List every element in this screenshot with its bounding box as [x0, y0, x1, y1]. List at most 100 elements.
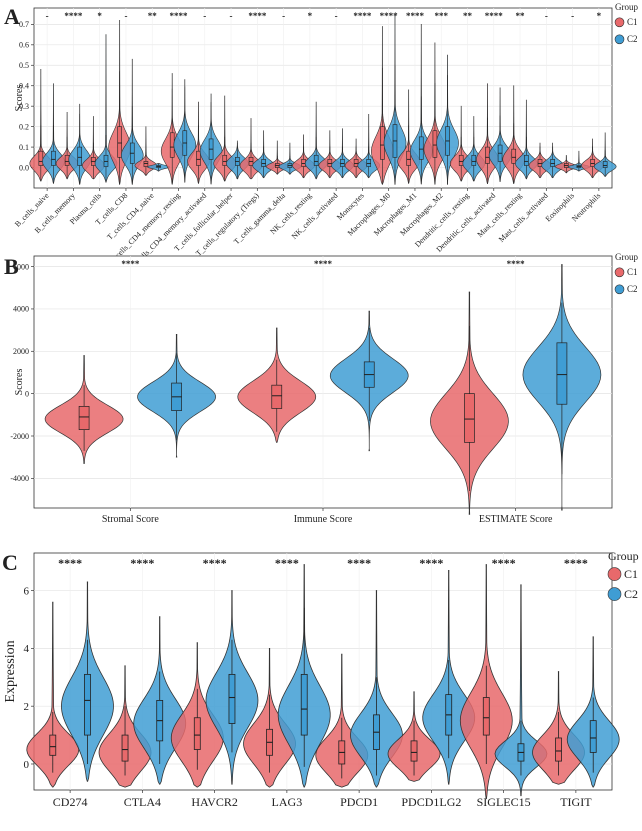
significance-label: ****	[492, 556, 516, 570]
x-tick-label: HAVCR2	[191, 795, 237, 809]
significance-label: ****	[314, 259, 333, 269]
box-iqr	[222, 154, 228, 166]
box-iqr	[38, 150, 44, 166]
legend-swatch-c2	[607, 587, 622, 601]
box-iqr	[524, 154, 529, 166]
box-iqr	[261, 159, 266, 167]
y-tick-label: 4	[24, 643, 30, 655]
significance-label: ****	[347, 556, 371, 570]
legend-swatch-c1	[607, 567, 622, 581]
panel-B: B -4000 -2000 0 2000 4000 6000 Scores Stromal Sc…	[4, 252, 638, 525]
violin-c1	[26, 601, 80, 788]
significance-label: ****	[406, 11, 425, 21]
panel-label-C: C	[2, 550, 18, 575]
violin-c1	[134, 126, 158, 176]
box-iqr	[366, 159, 372, 167]
significance-label: -	[282, 11, 285, 21]
x-tick-label: ESTIMATE Score	[479, 514, 553, 525]
legend-title: Group	[615, 252, 638, 262]
significance-label: **	[463, 11, 473, 21]
y-tick-label: 6	[24, 585, 30, 597]
box-iqr	[464, 393, 475, 443]
box-iqr	[353, 159, 359, 167]
box-iqr	[77, 146, 83, 166]
box-iqr	[84, 673, 91, 736]
box-iqr	[550, 159, 555, 167]
box-iqr	[327, 159, 333, 167]
panel-label-B: B	[4, 254, 19, 279]
legend-title: Group	[608, 549, 639, 563]
significance-label: ****	[507, 259, 526, 269]
box-iqr	[555, 737, 562, 762]
legend-label-c2: C2	[624, 587, 638, 601]
x-tick-label: CTLA4	[124, 795, 161, 809]
legend-label-c1: C1	[624, 567, 638, 581]
legend-swatch-c2	[614, 34, 625, 45]
violin-c2	[94, 34, 118, 183]
significance-label: ****	[275, 556, 299, 570]
significance-label: ****	[419, 556, 443, 570]
y-tick-label: 0.7	[19, 20, 29, 29]
x-tick-label: Stromal Score	[102, 514, 159, 525]
significance-label: **	[148, 11, 158, 21]
y-tick-label: 6000	[13, 262, 29, 271]
box-iqr	[228, 673, 236, 724]
box-iqr	[590, 159, 595, 167]
significance-label: *	[597, 11, 602, 21]
significance-label: *	[308, 11, 313, 21]
y-axis-label: Expression	[3, 640, 18, 702]
x-tick-label: Neutrophils	[570, 191, 602, 223]
legend-label-c1: C1	[627, 17, 638, 27]
y-tick-label: 2	[24, 701, 30, 713]
box-iqr	[589, 720, 597, 753]
box-iqr	[602, 161, 608, 168]
box-iqr	[196, 150, 201, 166]
significance-label: *	[97, 11, 102, 21]
significance-label: ****	[130, 556, 154, 570]
y-axis-label: Scores	[14, 369, 25, 396]
x-tick-label: CD274	[53, 795, 88, 809]
significance-label: ****	[485, 11, 504, 21]
y-tick-label: 0.2	[19, 122, 29, 131]
significance-label: ****	[248, 11, 267, 21]
box-iqr	[193, 717, 201, 750]
box-iqr	[78, 406, 90, 430]
x-tick-label: Immune Score	[294, 514, 353, 525]
significance-label: ****	[564, 556, 588, 570]
significance-label: -	[230, 11, 233, 21]
y-tick-label: 0	[25, 389, 29, 398]
significance-label: -	[46, 11, 49, 21]
legend-C: Group C1 C2	[607, 549, 639, 601]
significance-label: -	[124, 11, 127, 21]
box-iqr	[121, 734, 129, 762]
violin-c1	[29, 69, 53, 182]
box-iqr	[418, 136, 424, 160]
x-tick-label: T_cells_CD4_naive	[105, 191, 156, 242]
box-iqr	[537, 159, 543, 167]
y-tick-label: 0	[24, 759, 30, 771]
y-tick-label: -4000	[10, 474, 29, 483]
significance-label: -	[335, 11, 338, 21]
legend-swatch-c1	[614, 267, 625, 278]
box-iqr	[117, 126, 122, 158]
legend-label-c1: C1	[627, 267, 638, 277]
legend-swatch-c1	[614, 17, 625, 28]
legend-label-c2: C2	[627, 284, 638, 294]
x-tick-label: TIGIT	[560, 795, 592, 809]
y-axis-label: Scores	[14, 85, 25, 112]
panel-label-A: A	[4, 4, 20, 29]
y-tick-label: 2000	[13, 347, 29, 356]
legend-swatch-c2	[614, 284, 625, 295]
box-iqr	[300, 673, 308, 736]
box-iqr	[482, 697, 490, 736]
significance-label: ****	[380, 11, 399, 21]
legend-title: Group	[615, 2, 638, 12]
box-iqr	[301, 159, 306, 167]
x-tick-label: PDCD1LG2	[401, 795, 461, 809]
y-tick-label: -2000	[10, 432, 29, 441]
y-tick-label: 0.0	[19, 163, 29, 172]
significance-label: ****	[353, 11, 372, 21]
box-iqr	[458, 154, 464, 166]
panel-C: C 0 2 4 6 Expression CD274 **** CTLA4 **** HAVCR2 *…	[2, 549, 639, 809]
